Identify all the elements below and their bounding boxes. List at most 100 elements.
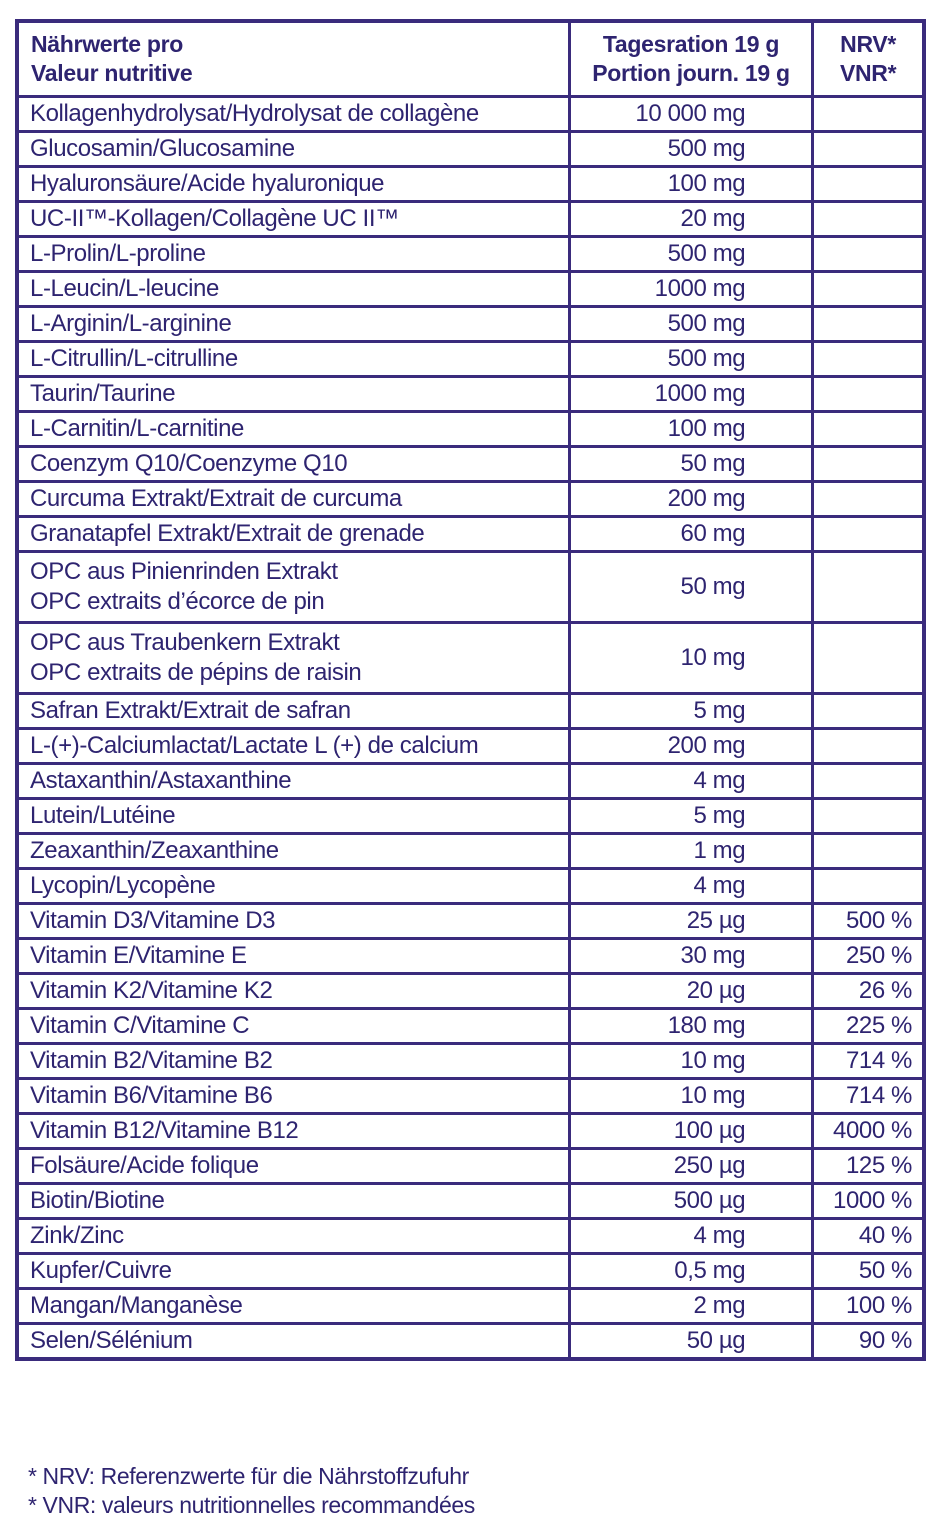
table-row: Vitamin B6/Vitamine B6 10 mg 714 % [15, 1077, 926, 1115]
table-row: OPC aus Pinienrinden Extrakt OPC extraits… [15, 550, 926, 624]
nutrient-name: Glucosamin/Glucosamine [15, 130, 571, 168]
nutrient-nrv: 714 % [811, 1042, 926, 1080]
nutrient-nrv: 714 % [811, 1077, 926, 1115]
table-row: Vitamin K2/Vitamine K2 20 µg 26 % [15, 972, 926, 1010]
table-row: L-Citrullin/L-citrulline 500 mg [15, 340, 926, 378]
table-row: Zeaxanthin/Zeaxanthine 1 mg [15, 832, 926, 870]
table-row: Glucosamin/Glucosamine 500 mg [15, 130, 926, 168]
nutrient-amount: 500 mg [567, 130, 815, 168]
nutrient-name: L-Leucin/L-leucine [15, 270, 571, 308]
header-nutrient-fr: Valeur nutritive [31, 60, 193, 86]
nutrient-nrv [811, 95, 926, 133]
nutrient-nrv [811, 340, 926, 378]
nutrient-amount: 180 mg [567, 1007, 815, 1045]
nutrient-nrv [811, 480, 926, 518]
nutrient-nrv [811, 270, 926, 308]
nutrient-nrv [811, 797, 926, 835]
header-nrv-fr: VNR* [839, 60, 897, 86]
nutrient-nrv: 4000 % [811, 1112, 926, 1150]
nutrient-amount: 60 mg [567, 515, 815, 553]
nutrient-amount: 10 mg [567, 1042, 815, 1080]
nutrient-name-line: OPC aus Traubenkern Extrakt [30, 629, 340, 656]
header-nrv: NRV* VNR* [811, 19, 926, 98]
nutrient-amount: 100 mg [567, 165, 815, 203]
nutrient-nrv [811, 200, 926, 238]
nutrient-nrv [811, 762, 926, 800]
nutrient-amount: 5 mg [567, 692, 815, 730]
nutrient-amount: 500 µg [567, 1182, 815, 1220]
header-daily-portion-de: Tagesration 19 g [602, 31, 780, 57]
nutrient-amount: 50 µg [567, 1322, 815, 1361]
table-row: L-Carnitin/L-carnitine 100 mg [15, 410, 926, 448]
nutrient-nrv: 250 % [811, 937, 926, 975]
nutrient-nrv [811, 130, 926, 168]
footnote-vnr: * VNR: valeurs nutritionnelles recommand… [28, 1492, 475, 1518]
nutrient-nrv [811, 375, 926, 413]
nutrient-name: L-Arginin/L-arginine [15, 305, 571, 343]
nutrient-name: Vitamin K2/Vitamine K2 [15, 972, 571, 1010]
nutrient-name: Kupfer/Cuivre [15, 1252, 571, 1290]
nutrient-amount: 4 mg [567, 762, 815, 800]
nutrient-nrv: 40 % [811, 1217, 926, 1255]
nutrient-name: Kollagenhydrolysat/Hydrolysat de collagè… [15, 95, 571, 133]
table-row: Astaxanthin/Astaxanthine 4 mg [15, 762, 926, 800]
nutrient-amount: 500 mg [567, 340, 815, 378]
nutrient-name: Hyaluronsäure/Acide hyaluronique [15, 165, 571, 203]
nutrient-amount: 2 mg [567, 1287, 815, 1325]
table-row: L-Prolin/L-proline 500 mg [15, 235, 926, 273]
nutrient-nrv: 1000 % [811, 1182, 926, 1220]
nutrient-name: L-Citrullin/L-citrulline [15, 340, 571, 378]
table-row: Mangan/Manganèse 2 mg 100 % [15, 1287, 926, 1325]
nutrient-amount: 0,5 mg [567, 1252, 815, 1290]
footnotes: * NRV: Referenzwerte für die Nährstoffzu… [28, 1462, 475, 1520]
table-row: Vitamin B2/Vitamine B2 10 mg 714 % [15, 1042, 926, 1080]
table-row: Selen/Sélénium 50 µg 90 % [15, 1322, 926, 1361]
nutrient-name: Vitamin B2/Vitamine B2 [15, 1042, 571, 1080]
nutrient-amount: 25 µg [567, 902, 815, 940]
nutrient-name: OPC aus Pinienrinden Extrakt OPC extraits… [15, 550, 571, 624]
nutrient-name: Curcuma Extrakt/Extrait de curcuma [15, 480, 571, 518]
table-row: Hyaluronsäure/Acide hyaluronique 100 mg [15, 165, 926, 203]
table-row: Curcuma Extrakt/Extrait de curcuma 200 mg [15, 480, 926, 518]
nutrient-amount: 100 mg [567, 410, 815, 448]
table-row: Folsäure/Acide folique 250 µg 125 % [15, 1147, 926, 1185]
nutrient-nrv [811, 727, 926, 765]
nutrient-amount: 250 µg [567, 1147, 815, 1185]
nutrient-amount: 500 mg [567, 305, 815, 343]
nutrient-name: Taurin/Taurine [15, 375, 571, 413]
table-row: Granatapfel Extrakt/Extrait de grenade 60… [15, 515, 926, 553]
nutrient-amount: 1000 mg [567, 375, 815, 413]
nutrient-nrv [811, 515, 926, 553]
nutrient-nrv [811, 621, 926, 695]
nutrient-amount: 10 mg [567, 621, 815, 695]
nutrient-nrv: 50 % [811, 1252, 926, 1290]
nutrient-amount: 20 µg [567, 972, 815, 1010]
table-row: Lycopin/Lycopène 4 mg [15, 867, 926, 905]
nutrient-nrv: 125 % [811, 1147, 926, 1185]
nutrient-amount: 10 000 mg [567, 95, 815, 133]
table-row: Kupfer/Cuivre 0,5 mg 50 % [15, 1252, 926, 1290]
nutrient-name-line: OPC aus Pinienrinden Extrakt [30, 558, 338, 585]
nutrient-amount: 4 mg [567, 867, 815, 905]
nutrient-nrv [811, 410, 926, 448]
nutrient-name: Selen/Sélénium [15, 1322, 571, 1361]
header-nutrient: Nährwerte pro Valeur nutritive [15, 19, 571, 98]
nutrient-nrv [811, 235, 926, 273]
table-header-row: Nährwerte pro Valeur nutritive Tagesrati… [15, 19, 926, 98]
table-row: Coenzym Q10/Coenzyme Q10 50 mg [15, 445, 926, 483]
nutrient-name: Vitamin D3/Vitamine D3 [15, 902, 571, 940]
nutrient-amount: 5 mg [567, 797, 815, 835]
table-row: Zink/Zinc 4 mg 40 % [15, 1217, 926, 1255]
nutrient-name-line: OPC extraits de pépins de raisin [30, 659, 362, 686]
nutrient-name: Vitamin B12/Vitamine B12 [15, 1112, 571, 1150]
nutrient-name: Coenzym Q10/Coenzyme Q10 [15, 445, 571, 483]
nutrient-amount: 1 mg [567, 832, 815, 870]
table-row: Taurin/Taurine 1000 mg [15, 375, 926, 413]
nutrient-amount: 30 mg [567, 937, 815, 975]
nutrient-name: Vitamin B6/Vitamine B6 [15, 1077, 571, 1115]
table-row: Kollagenhydrolysat/Hydrolysat de collagè… [15, 95, 926, 133]
nutrient-name: Vitamin C/Vitamine C [15, 1007, 571, 1045]
header-nrv-de: NRV* [840, 31, 897, 57]
nutrition-table: Nährwerte pro Valeur nutritive Tagesrati… [15, 19, 926, 1361]
header-daily-portion-fr: Portion journ. 19 g [592, 60, 790, 86]
